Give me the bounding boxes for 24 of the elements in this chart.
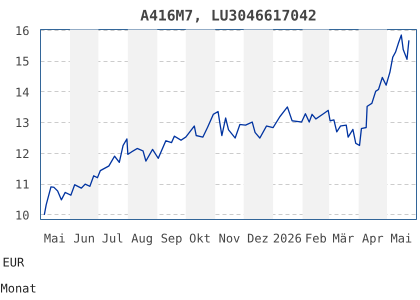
y-tick-label: 13 <box>15 116 30 130</box>
x-tick-label: 2026 <box>272 232 302 246</box>
x-tick-label: Okt <box>189 232 211 246</box>
y-tick-label: 10 <box>15 208 30 222</box>
x-axis-title: Monat <box>0 282 37 296</box>
y-tick-label: 14 <box>15 85 30 100</box>
y-axis-title: EUR <box>2 256 25 270</box>
x-tick-label: Feb <box>305 232 327 246</box>
x-tick-label: Jul <box>102 232 124 246</box>
x-tick-label: Mär <box>332 232 354 246</box>
x-tick-label: Aug <box>131 232 153 246</box>
x-tick-label: Sep <box>160 232 182 246</box>
line-series <box>44 34 410 216</box>
y-tick-label: 15 <box>15 54 30 69</box>
x-tick-label: Jun <box>73 232 96 246</box>
x-tick-label: Mai <box>44 232 66 246</box>
y-tick-label: 12 <box>15 146 30 161</box>
y-tick-label: 11 <box>15 178 30 192</box>
x-tick-label: Mai <box>390 232 412 246</box>
x-tick-label: Apr <box>362 232 384 246</box>
x-tick-label: Dez <box>247 232 269 246</box>
y-tick-label: 16 <box>15 24 30 38</box>
chart-title: A416M7, LU3046617042 <box>140 8 317 24</box>
x-tick-label: Nov <box>218 232 240 246</box>
